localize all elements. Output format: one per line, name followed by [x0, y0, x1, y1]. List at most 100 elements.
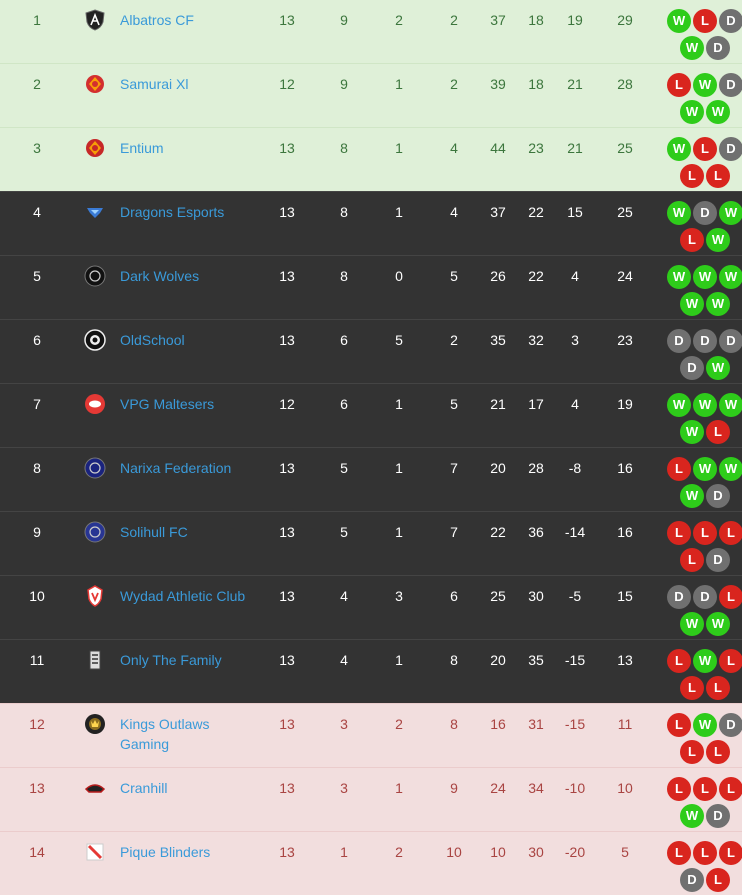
losses-cell: 9: [425, 768, 483, 832]
form-result-badge: D: [706, 36, 730, 60]
losses-cell: 2: [425, 0, 483, 64]
points-cell: 25: [591, 192, 659, 256]
team-name-link[interactable]: Pique Blinders: [120, 844, 210, 860]
draws-cell: 2: [373, 704, 425, 768]
wins-cell: 3: [315, 704, 373, 768]
points-cell: 15: [591, 576, 659, 640]
goals-for-cell: 39: [483, 64, 513, 128]
team-name-cell: Entium: [116, 128, 259, 192]
form-result-badge: D: [667, 329, 691, 353]
dragon-crest-icon: [84, 210, 106, 226]
form-result-badge: L: [719, 521, 742, 545]
team-name-cell: Narixa Federation: [116, 448, 259, 512]
wins-cell: 4: [315, 576, 373, 640]
form-result-badge: L: [667, 713, 691, 737]
team-name-cell: Wydad Athletic Club: [116, 576, 259, 640]
goals-against-cell: 35: [513, 640, 559, 704]
team-name-cell: Albatros CF: [116, 0, 259, 64]
team-name-link[interactable]: Wydad Athletic Club: [120, 588, 245, 604]
goal-difference-cell: 4: [559, 384, 591, 448]
team-name-link[interactable]: Solihull FC: [120, 524, 188, 540]
form-result-badge: W: [680, 36, 704, 60]
team-name-link[interactable]: Dragons Esports: [120, 204, 224, 220]
played-cell: 13: [259, 448, 315, 512]
played-cell: 13: [259, 320, 315, 384]
draws-cell: 1: [373, 384, 425, 448]
form-result-badge: W: [693, 393, 717, 417]
form-result-badge: D: [719, 329, 742, 353]
form-result-badge: D: [719, 137, 742, 161]
losses-cell: 10: [425, 832, 483, 895]
team-crest-cell: [74, 704, 116, 768]
goal-difference-cell: -8: [559, 448, 591, 512]
form-result-badge: L: [706, 868, 730, 892]
form-result-badge: W: [719, 265, 742, 289]
draws-cell: 2: [373, 832, 425, 895]
wins-cell: 6: [315, 320, 373, 384]
losses-cell: 5: [425, 384, 483, 448]
narixa-crest-icon: [84, 466, 106, 482]
position-cell: 2: [0, 64, 74, 128]
form-result-badge: W: [719, 457, 742, 481]
form-result-badge: W: [667, 265, 691, 289]
form-result-badge: L: [667, 649, 691, 673]
team-name-link[interactable]: Dark Wolves: [120, 268, 199, 284]
form-result-badge: W: [680, 804, 704, 828]
draws-cell: 2: [373, 0, 425, 64]
team-name-cell: Dark Wolves: [116, 256, 259, 320]
team-name-link[interactable]: Entium: [120, 140, 164, 156]
form-result-badge: W: [693, 73, 717, 97]
team-name-link[interactable]: OldSchool: [120, 332, 185, 348]
form-result-badge: L: [680, 164, 704, 188]
played-cell: 13: [259, 0, 315, 64]
goals-against-cell: 31: [513, 704, 559, 768]
form-result-badge: L: [706, 164, 730, 188]
draws-cell: 1: [373, 64, 425, 128]
losses-cell: 7: [425, 512, 483, 576]
team-name-cell: Only The Family: [116, 640, 259, 704]
played-cell: 13: [259, 832, 315, 895]
goal-difference-cell: -20: [559, 832, 591, 895]
form-result-badge: L: [706, 420, 730, 444]
goals-against-cell: 28: [513, 448, 559, 512]
team-name-link[interactable]: Narixa Federation: [120, 460, 231, 476]
wins-cell: 5: [315, 512, 373, 576]
points-cell: 11: [591, 704, 659, 768]
team-name-link[interactable]: Albatros CF: [120, 12, 194, 28]
form-result-badge: W: [706, 228, 730, 252]
points-cell: 29: [591, 0, 659, 64]
draws-cell: 0: [373, 256, 425, 320]
team-name-link[interactable]: Cranhill: [120, 780, 167, 796]
goals-for-cell: 37: [483, 192, 513, 256]
team-crest-cell: [74, 192, 116, 256]
goals-for-cell: 35: [483, 320, 513, 384]
pique-blinders-crest-icon: [84, 850, 106, 866]
team-name-link[interactable]: Only The Family: [120, 652, 222, 668]
form-result-badge: D: [693, 201, 717, 225]
team-crest-cell: [74, 128, 116, 192]
goals-for-cell: 20: [483, 640, 513, 704]
team-name-link[interactable]: Kings Outlaws Gaming: [120, 716, 209, 752]
goals-for-cell: 26: [483, 256, 513, 320]
position-cell: 14: [0, 832, 74, 895]
team-name-link[interactable]: VPG Maltesers: [120, 396, 214, 412]
form-result-badge: L: [719, 585, 742, 609]
form-result-badge: L: [719, 841, 742, 865]
form-result-badge: W: [693, 713, 717, 737]
samurai-crest-icon: [84, 82, 106, 98]
team-name-link[interactable]: Samurai Xl: [120, 76, 188, 92]
